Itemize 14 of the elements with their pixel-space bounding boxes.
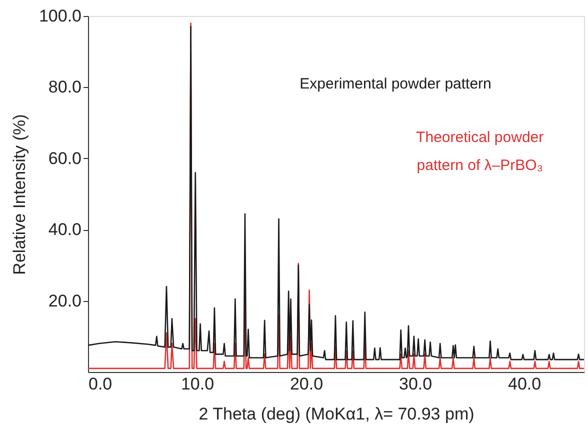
- x-axis-title: 2 Theta (deg) (MoKα1, λ= 70.93 pm): [198, 404, 474, 424]
- y-tick-label: 40.0: [48, 220, 82, 240]
- x-tick-label: 10.0: [180, 374, 214, 394]
- x-tick-label: 0.0: [88, 374, 112, 394]
- x-tick-label: 40.0: [508, 374, 542, 394]
- y-axis-title: Relative Intensity (%): [10, 114, 29, 275]
- x-tick-label: 30.0: [398, 374, 432, 394]
- text: Experimental powder pattern: [300, 76, 492, 93]
- y-tick-label: 80.0: [48, 78, 82, 97]
- y-tick-label: 20.0: [48, 291, 82, 310]
- y-tick-label: 60.0: [48, 148, 82, 168]
- x-tick-label: 20.0: [290, 374, 324, 394]
- y-tick-label: 100.0: [38, 6, 82, 26]
- text: Theoretical powder pattern of λ–PrBO₃: [416, 129, 544, 174]
